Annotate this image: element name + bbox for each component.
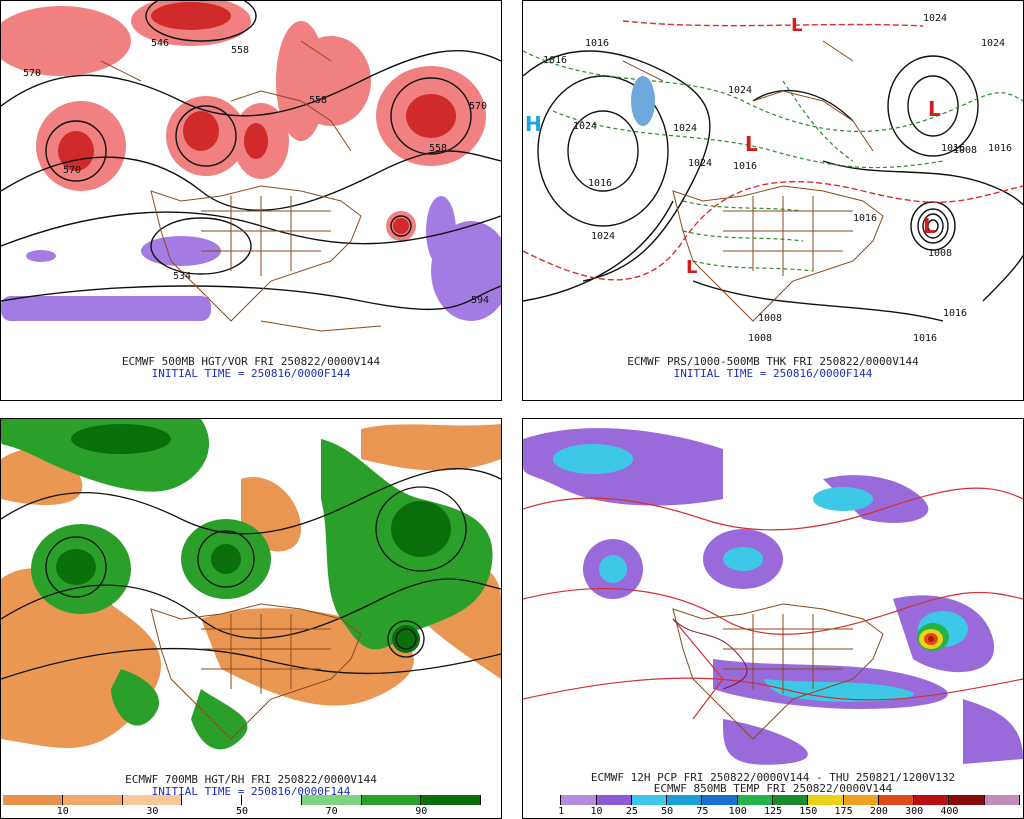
panel-caption: ECMWF 700MB HGT/RH FRI 250822/0000V144 [125,773,377,786]
colorbar-tick-label: 150 [799,806,818,817]
map-500mb-vorticity: 570 558 546 558 570 570 558 534 594 [1,1,501,356]
panel-precip-850temp: ECMWF 12H PCP FRI 250822/0000V144 - THU … [522,418,1024,819]
contour-label: 570 [63,165,81,176]
contour-label: 558 [231,45,249,56]
colorbar-tick-label: 75 [696,806,709,817]
colorbar-segment [949,795,985,805]
isobar-label: 1016 [733,161,757,172]
colorbar-segment [843,795,879,805]
isobar-label: 1024 [688,158,712,169]
isobar-label: 1008 [758,313,782,324]
colorbar-segment [122,795,183,805]
rh-colorbar [3,795,481,805]
isobar-label: 1024 [573,121,597,132]
colorbar-tick-label: 30 [146,806,159,817]
contour-label: 558 [309,95,327,106]
colorbar-tick-label: 100 [728,806,747,817]
isobar-label: 1024 [673,123,697,134]
colorbar-segment [242,795,302,805]
colorbar-tick-label: 125 [763,806,783,817]
isobar-label: 1024 [591,231,615,242]
colorbar-segment [737,795,773,805]
contour-label: 546 [151,38,169,49]
colorbar-tick-label: 200 [869,806,888,817]
precip-colorbar-ticks: 1 10 25 50 75 100 125 150 175 200 300 400 [526,806,1020,818]
colorbar-segment [301,795,362,805]
low-pressure-symbol: L [686,257,697,278]
isobar-label: 1008 [748,333,772,344]
panel-caption: ECMWF 500MB HGT/VOR FRI 250822/0000V144 [121,355,381,368]
colorbar-tick-label: 175 [834,806,853,817]
map-precip-850temp [523,419,1023,774]
isobar-label: 1024 [728,85,752,96]
contour-label: 570 [23,68,41,79]
colorbar-segment [702,795,738,805]
colorbar-tick-label: 90 [415,806,428,817]
colorbar-tick-label: 50 [661,806,674,817]
map-pressure-thickness: H L L L L L 1016 1016 1024 1024 1016 102… [523,1,1023,356]
low-pressure-symbol: L [928,97,941,121]
initial-time: INITIAL TIME = 250816/0000F144 [151,367,351,380]
initial-time: INITIAL TIME = 250816/0000F144 [673,367,873,380]
colorbar-tick-label: 50 [235,806,249,817]
colorbar-tick-label: 300 [905,806,924,817]
isobar-label: 1016 [543,55,567,66]
isobar-label: 1016 [585,38,609,49]
colorbar-tick-label: 25 [625,806,638,817]
low-pressure-symbol: L [745,132,758,156]
colorbar-tick-label: 10 [56,806,69,817]
panel-caption-2: ECMWF 850MB TEMP FRI 250822/0000V144 [653,782,893,795]
colorbar-segment [561,795,597,805]
panel-500mb-vorticity: 570 558 546 558 570 570 558 534 594 ECMW… [0,0,502,401]
colorbar-segment [631,795,668,805]
colorbar-segment [667,795,703,805]
initial-time: INITIAL TIME = 250816/0000F144 [151,785,351,798]
colorbar-tick-label: 10 [590,806,603,817]
rh-colorbar-ticks: 10 30 50 70 90 [3,806,481,818]
panel-caption: ECMWF PRS/1000-500MB THK FRI 250822/0000… [627,355,919,368]
panel-pressure-thickness: H L L L L L 1016 1016 1024 1024 1016 102… [522,0,1024,401]
contour-label: 594 [471,295,489,306]
isobar-label: 1016 [943,308,967,319]
isobar-label: 1008 [953,145,977,156]
low-pressure-symbol: L [923,214,936,238]
colorbar-segment [3,795,63,805]
isobar-label: 1024 [981,38,1005,49]
low-pressure-symbol: L [791,15,802,36]
colorbar-segment [878,795,915,805]
colorbar-segment [182,795,242,805]
colorbar-segment [421,795,481,805]
colorbar-segment [596,795,632,805]
colorbar-segment [526,795,562,805]
map-700mb-rh [1,419,501,774]
isobar-label: 1016 [588,178,612,189]
isobar-label: 1024 [923,13,947,24]
precip-colorbar [526,795,1020,805]
isobar-label: 1016 [853,213,877,224]
colorbar-segment [361,795,422,805]
colorbar-segment [914,795,950,805]
isobar-label: 1016 [913,333,937,344]
contour-label: 534 [173,271,191,282]
isobar-label: 1008 [928,248,952,259]
panel-caption: ECMWF 12H PCP FRI 250822/0000V144 - THU … [590,771,956,784]
high-pressure-symbol: H [525,112,542,136]
colorbar-tick-label: 70 [325,806,338,817]
colorbar-segment [808,795,844,805]
isobar-label: 1016 [988,143,1012,154]
panel-700mb-rh: ECMWF 700MB HGT/RH FRI 250822/0000V144 I… [0,418,502,819]
colorbar-tick-label: 400 [940,806,959,817]
colorbar-segment [773,795,809,805]
colorbar-segment [984,795,1020,805]
contour-label: 558 [429,143,447,154]
colorbar-tick-label: 1 [558,806,565,817]
contour-label: 570 [469,101,487,112]
colorbar-segment [62,795,123,805]
isobar-label: 1016 [941,143,965,154]
